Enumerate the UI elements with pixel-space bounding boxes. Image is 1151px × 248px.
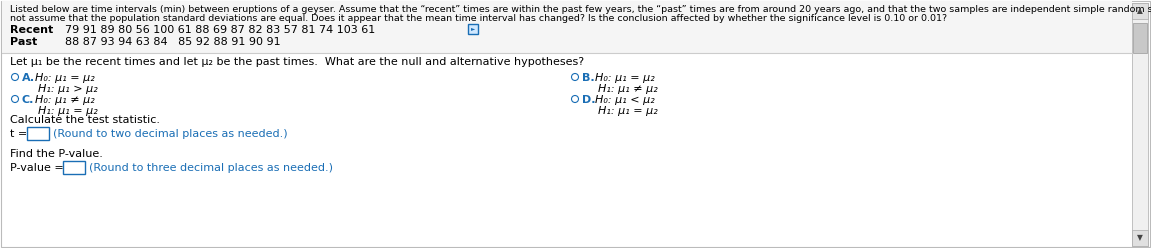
Text: H₁: μ₁ ≠ μ₂: H₁: μ₁ ≠ μ₂ bbox=[599, 84, 657, 94]
Text: H₀: μ₁ = μ₂: H₀: μ₁ = μ₂ bbox=[35, 73, 94, 83]
Circle shape bbox=[572, 95, 579, 102]
Text: (Round to three decimal places as needed.): (Round to three decimal places as needed… bbox=[89, 163, 333, 173]
Text: H₀: μ₁ < μ₂: H₀: μ₁ < μ₂ bbox=[595, 95, 655, 105]
Bar bbox=[1133, 23, 1148, 53]
Text: 88 87 93 94 63 84   85 92 88 91 90 91: 88 87 93 94 63 84 85 92 88 91 90 91 bbox=[64, 37, 281, 47]
Text: B.: B. bbox=[582, 73, 595, 83]
Text: C.: C. bbox=[22, 95, 35, 105]
Bar bbox=[26, 127, 49, 140]
Text: Find the P-value.: Find the P-value. bbox=[10, 149, 102, 159]
Text: P-value =: P-value = bbox=[10, 163, 63, 173]
Bar bbox=[63, 161, 85, 174]
Text: H₁: μ₁ > μ₂: H₁: μ₁ > μ₂ bbox=[38, 84, 98, 94]
Text: 79 91 89 80 56 100 61 88 69 87 82 83 57 81 74 103 61: 79 91 89 80 56 100 61 88 69 87 82 83 57 … bbox=[64, 25, 375, 35]
Text: not assume that the population standard deviations are equal. Does it appear tha: not assume that the population standard … bbox=[10, 14, 947, 23]
Text: ▼: ▼ bbox=[1137, 234, 1143, 243]
Text: ▲: ▲ bbox=[1137, 6, 1143, 15]
Circle shape bbox=[12, 73, 18, 81]
Text: (Round to two decimal places as needed.): (Round to two decimal places as needed.) bbox=[53, 129, 288, 139]
Bar bbox=[1131, 3, 1148, 246]
Bar bbox=[1131, 3, 1148, 19]
Circle shape bbox=[572, 73, 579, 81]
Text: D.: D. bbox=[582, 95, 595, 105]
Bar bbox=[1131, 230, 1148, 246]
Bar bbox=[468, 24, 478, 34]
Text: A.: A. bbox=[22, 73, 36, 83]
Text: H₀: μ₁ = μ₂: H₀: μ₁ = μ₂ bbox=[595, 73, 655, 83]
Text: H₁: μ₁ = μ₂: H₁: μ₁ = μ₂ bbox=[38, 106, 98, 116]
Text: Recent: Recent bbox=[10, 25, 53, 35]
Text: H₀: μ₁ ≠ μ₂: H₀: μ₁ ≠ μ₂ bbox=[35, 95, 94, 105]
Text: ►: ► bbox=[471, 27, 475, 31]
Text: Let μ₁ be the recent times and let μ₂ be the past times.  What are the null and : Let μ₁ be the recent times and let μ₂ be… bbox=[10, 57, 584, 67]
Bar bbox=[2, 1, 1131, 53]
Text: t =: t = bbox=[10, 129, 28, 139]
Circle shape bbox=[12, 95, 18, 102]
Text: Listed below are time intervals (min) between eruptions of a geyser. Assume that: Listed below are time intervals (min) be… bbox=[10, 5, 1151, 14]
Text: Calculate the test statistic.: Calculate the test statistic. bbox=[10, 115, 160, 125]
Text: Past: Past bbox=[10, 37, 37, 47]
Text: H₁: μ₁ = μ₂: H₁: μ₁ = μ₂ bbox=[599, 106, 657, 116]
